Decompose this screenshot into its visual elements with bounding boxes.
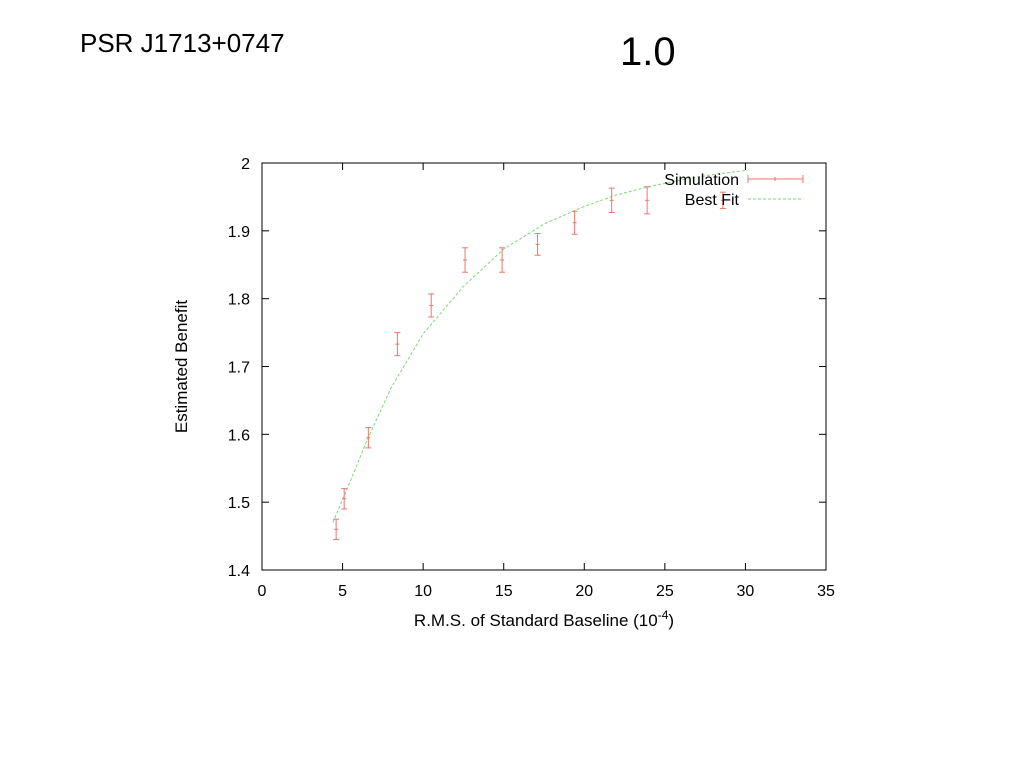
- x-tick-label: 20: [575, 583, 593, 600]
- x-axis-ticks: 0 5 10 15 20 25 30 35: [258, 163, 835, 600]
- best-fit-layer: [332, 170, 746, 523]
- x-tick-label: 30: [737, 583, 755, 600]
- simulation-point: [534, 233, 541, 256]
- simulation-point: [428, 293, 435, 318]
- simulation-point: [394, 332, 401, 357]
- simulation-points-layer: [333, 186, 726, 540]
- x-tick-label: 35: [817, 583, 835, 600]
- x-axis-title-main: R.M.S. of Standard Baseline (10: [414, 611, 658, 630]
- y-tick-label: 1.6: [228, 427, 250, 444]
- y-tick-label: 1.8: [228, 292, 250, 309]
- x-axis-title: R.M.S. of Standard Baseline (10-4): [414, 608, 674, 630]
- y-tick-label: 2: [241, 156, 250, 173]
- simulation-point: [499, 247, 506, 273]
- x-tick-label: 0: [258, 583, 267, 600]
- simulation-point: [341, 488, 348, 510]
- slide-version-label: 1.0: [620, 30, 676, 74]
- simulation-point: [644, 186, 651, 215]
- simulation-point: [608, 187, 615, 214]
- slide-title: PSR J1713+0747: [80, 28, 285, 58]
- x-tick-label: 25: [656, 583, 674, 600]
- y-tick-label: 1.7: [228, 360, 250, 377]
- x-tick-label: 15: [495, 583, 513, 600]
- simulation-point: [365, 427, 372, 449]
- simulation-point: [571, 210, 578, 235]
- y-axis-title: Estimated Benefit: [172, 300, 191, 434]
- x-axis-title-suffix: ): [668, 611, 674, 630]
- x-axis-title-exponent: -4: [658, 608, 669, 622]
- simulation-point: [333, 518, 340, 540]
- best-fit-curve: [332, 170, 746, 523]
- legend: Simulation Best Fit: [664, 172, 804, 209]
- simulation-point: [462, 247, 469, 273]
- legend-simulation-label: Simulation: [664, 172, 739, 189]
- legend-simulation-swatch: [747, 175, 804, 183]
- y-axis-ticks: 1.4 1.5 1.6 1.7 1.8 1.9 2: [228, 156, 826, 580]
- y-tick-label: 1.9: [228, 224, 250, 241]
- x-tick-label: 5: [338, 583, 347, 600]
- y-tick-label: 1.5: [228, 495, 250, 512]
- y-tick-label: 1.4: [228, 563, 250, 580]
- legend-best-fit-label: Best Fit: [685, 192, 740, 209]
- x-tick-label: 10: [414, 583, 432, 600]
- simulation-point: [719, 191, 726, 209]
